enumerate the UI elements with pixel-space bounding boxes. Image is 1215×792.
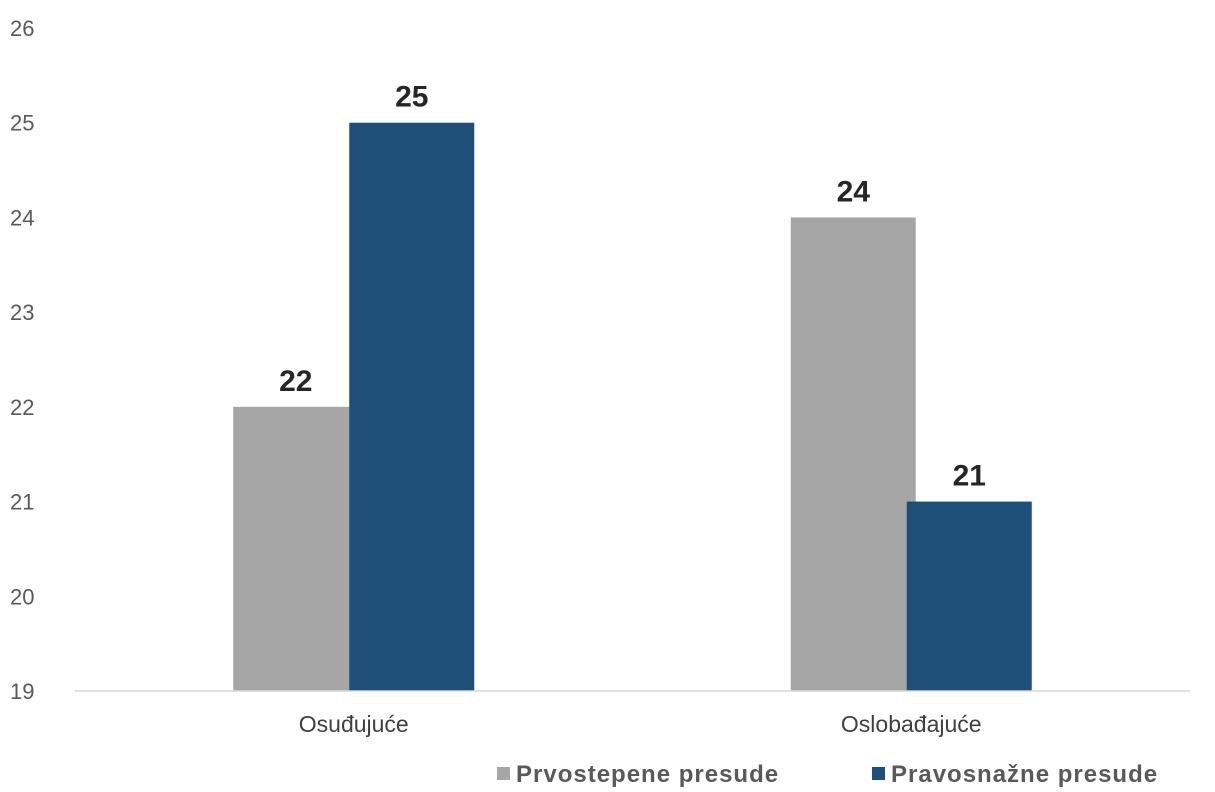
bars [233,122,1032,691]
y-tick-label: 23 [10,300,34,325]
data-label: 22 [279,365,312,398]
category-label: Oslobađajuće [841,711,982,737]
data-label: 21 [953,460,986,493]
data-label: 24 [837,175,871,208]
bar-prvostepene-2 [790,217,916,691]
y-tick-label: 20 [10,584,34,609]
bar-prvostepene-1 [233,406,359,691]
legend-swatch-1 [497,767,510,780]
y-axis-ticks: 19 20 21 22 23 24 25 26 [10,16,34,704]
y-tick-label: 22 [10,395,34,420]
y-tick-label: 26 [10,16,34,41]
legend-label-2: Pravosnažne presude [891,761,1158,788]
y-tick-label: 24 [10,205,34,230]
category-label: Osuđujuće [299,711,409,737]
y-tick-label: 25 [10,111,34,136]
bar-pravosnazne-2 [906,501,1032,691]
legend-swatch-2 [872,767,885,780]
legend: Prvostepene presude Pravosnažne presude [497,761,1158,788]
bar-pravosnazne-1 [349,122,475,691]
category-labels: Osuđujuće Oslobađajuće [299,711,982,737]
data-labels: 22 25 24 21 [279,81,986,493]
legend-label-1: Prvostepene presude [516,761,779,788]
data-label: 25 [395,81,428,114]
y-tick-label: 21 [10,490,34,515]
y-tick-label: 19 [10,679,34,704]
